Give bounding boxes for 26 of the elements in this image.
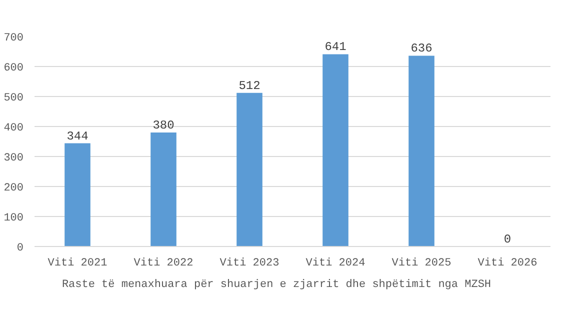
bar [236, 92, 262, 246]
data-label: 344 [66, 129, 88, 144]
data-label: 641 [324, 40, 346, 54]
x-tick-label: Viti 2021 [48, 258, 108, 270]
y-tick-label: 400 [4, 122, 24, 134]
bar [150, 132, 176, 246]
y-tick-label: 100 [4, 212, 24, 224]
y-tick-label: 500 [4, 92, 24, 104]
x-tick-label: Viti 2026 [478, 258, 538, 270]
x-tick-label: Viti 2025 [392, 258, 452, 270]
x-tick-label: Viti 2023 [220, 258, 280, 270]
bar [408, 56, 434, 246]
y-tick-label: 0 [16, 242, 24, 254]
y-tick-label: 700 [4, 32, 24, 44]
data-label: 380 [152, 118, 174, 132]
y-tick-label: 600 [4, 62, 24, 74]
data-label: 0 [504, 232, 512, 246]
bar [64, 143, 90, 246]
text: Raste të menaxhuara për shuarjen e zjarrit dhe shpëtimit nga MZSH [62, 279, 492, 291]
y-tick-label: 200 [4, 182, 24, 194]
y-tick-label: 300 [4, 152, 24, 164]
bar [322, 54, 348, 246]
data-label: 512 [238, 78, 260, 93]
data-label: 636 [410, 42, 432, 56]
x-tick-label: Viti 2022 [134, 258, 194, 270]
x-tick-label: Viti 2024 [306, 258, 366, 270]
